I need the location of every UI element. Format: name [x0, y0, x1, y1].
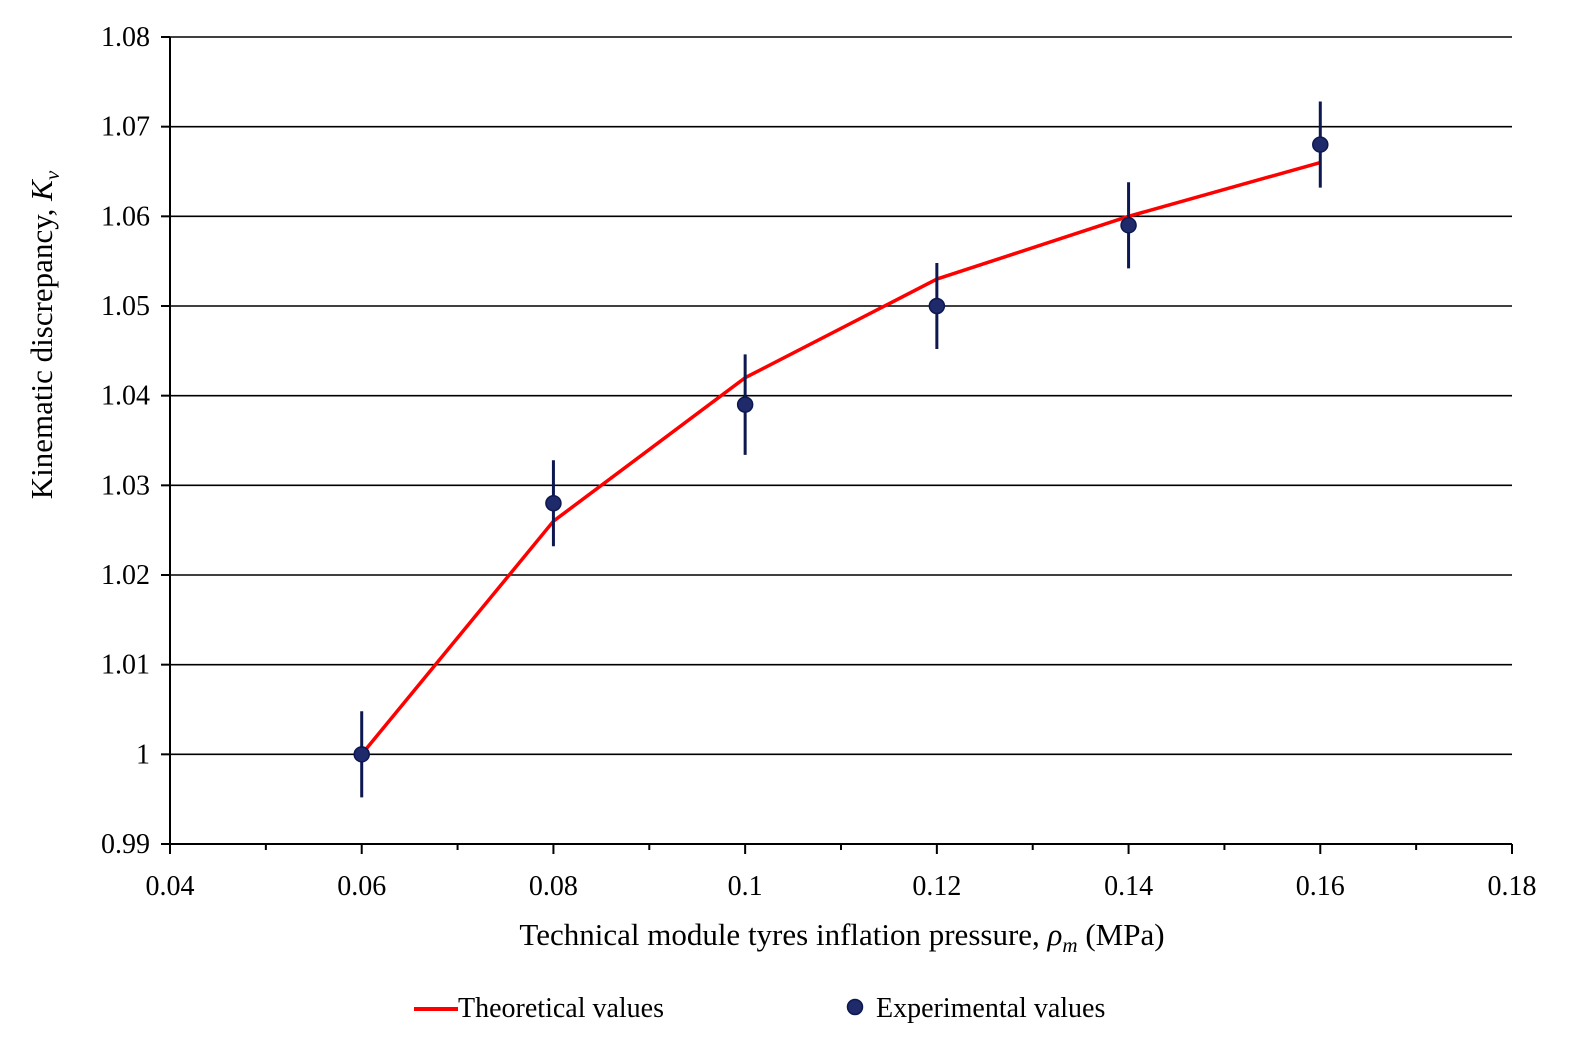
x-tick-label: 0.04 — [146, 871, 195, 902]
x-axis-title-subscript: m — [1062, 933, 1077, 957]
experimental-point — [1312, 136, 1329, 153]
experimental-point — [736, 396, 754, 413]
y-tick-label: 1.05 — [101, 291, 150, 322]
x-tick-label: 0.14 — [1104, 871, 1153, 902]
x-axis-title-text: Technical module tyres inflation pressur… — [519, 917, 1047, 952]
experimental-point — [353, 746, 370, 763]
x-tick-label: 0.1 — [728, 871, 763, 902]
y-tick-label: 0.99 — [101, 829, 150, 860]
x-tick-label: 0.16 — [1296, 871, 1345, 902]
y-axis-title: Kinematic discrepancy, Kv — [24, 170, 64, 499]
experimental-point — [1120, 217, 1137, 234]
y-tick-label: 1.02 — [101, 560, 150, 591]
y-axis-title-subscript: v — [40, 170, 64, 180]
x-tick-label: 0.06 — [337, 871, 386, 902]
y-tick-label: 1.08 — [101, 22, 150, 53]
x-tick-label: 0.18 — [1488, 871, 1537, 902]
y-tick-label: 1.06 — [101, 201, 150, 232]
axes — [161, 36, 1513, 854]
plot-series — [353, 101, 1329, 798]
tick-labels: 0.99 1 1.01 1.02 1.03 1.04 1.05 1.06 1.07 1.08 0.0… — [101, 22, 1537, 902]
x-tick-label: 0.12 — [912, 871, 961, 902]
legend-dot-swatch — [846, 998, 864, 1016]
legend-label-theoretical: Theoretical values — [458, 993, 664, 1024]
y-tick-label: 1.04 — [101, 381, 150, 412]
legend: Theoretical values Experimental values — [414, 993, 1105, 1024]
y-tick-label: 1.07 — [101, 112, 150, 143]
y-tick-label: 1 — [136, 739, 150, 770]
x-axis-title: Technical module tyres inflation pressur… — [519, 917, 1164, 957]
experimental-point — [545, 495, 562, 512]
x-tick-label: 0.08 — [529, 871, 578, 902]
y-tick-label: 1.03 — [101, 470, 150, 501]
theoretical-values-line — [360, 160, 1321, 756]
y-tick-label: 1.01 — [101, 650, 150, 681]
x-axis-title-symbol: ρ — [1047, 917, 1063, 952]
experimental-point — [928, 297, 946, 315]
y-axis-title-symbol: K — [24, 178, 59, 202]
legend-label-experimental: Experimental values — [876, 993, 1105, 1024]
y-axis-title-text: Kinematic discrepancy, — [24, 201, 59, 499]
x-axis-title-unit: (MPa) — [1078, 917, 1165, 952]
gridlines — [170, 36, 1512, 756]
